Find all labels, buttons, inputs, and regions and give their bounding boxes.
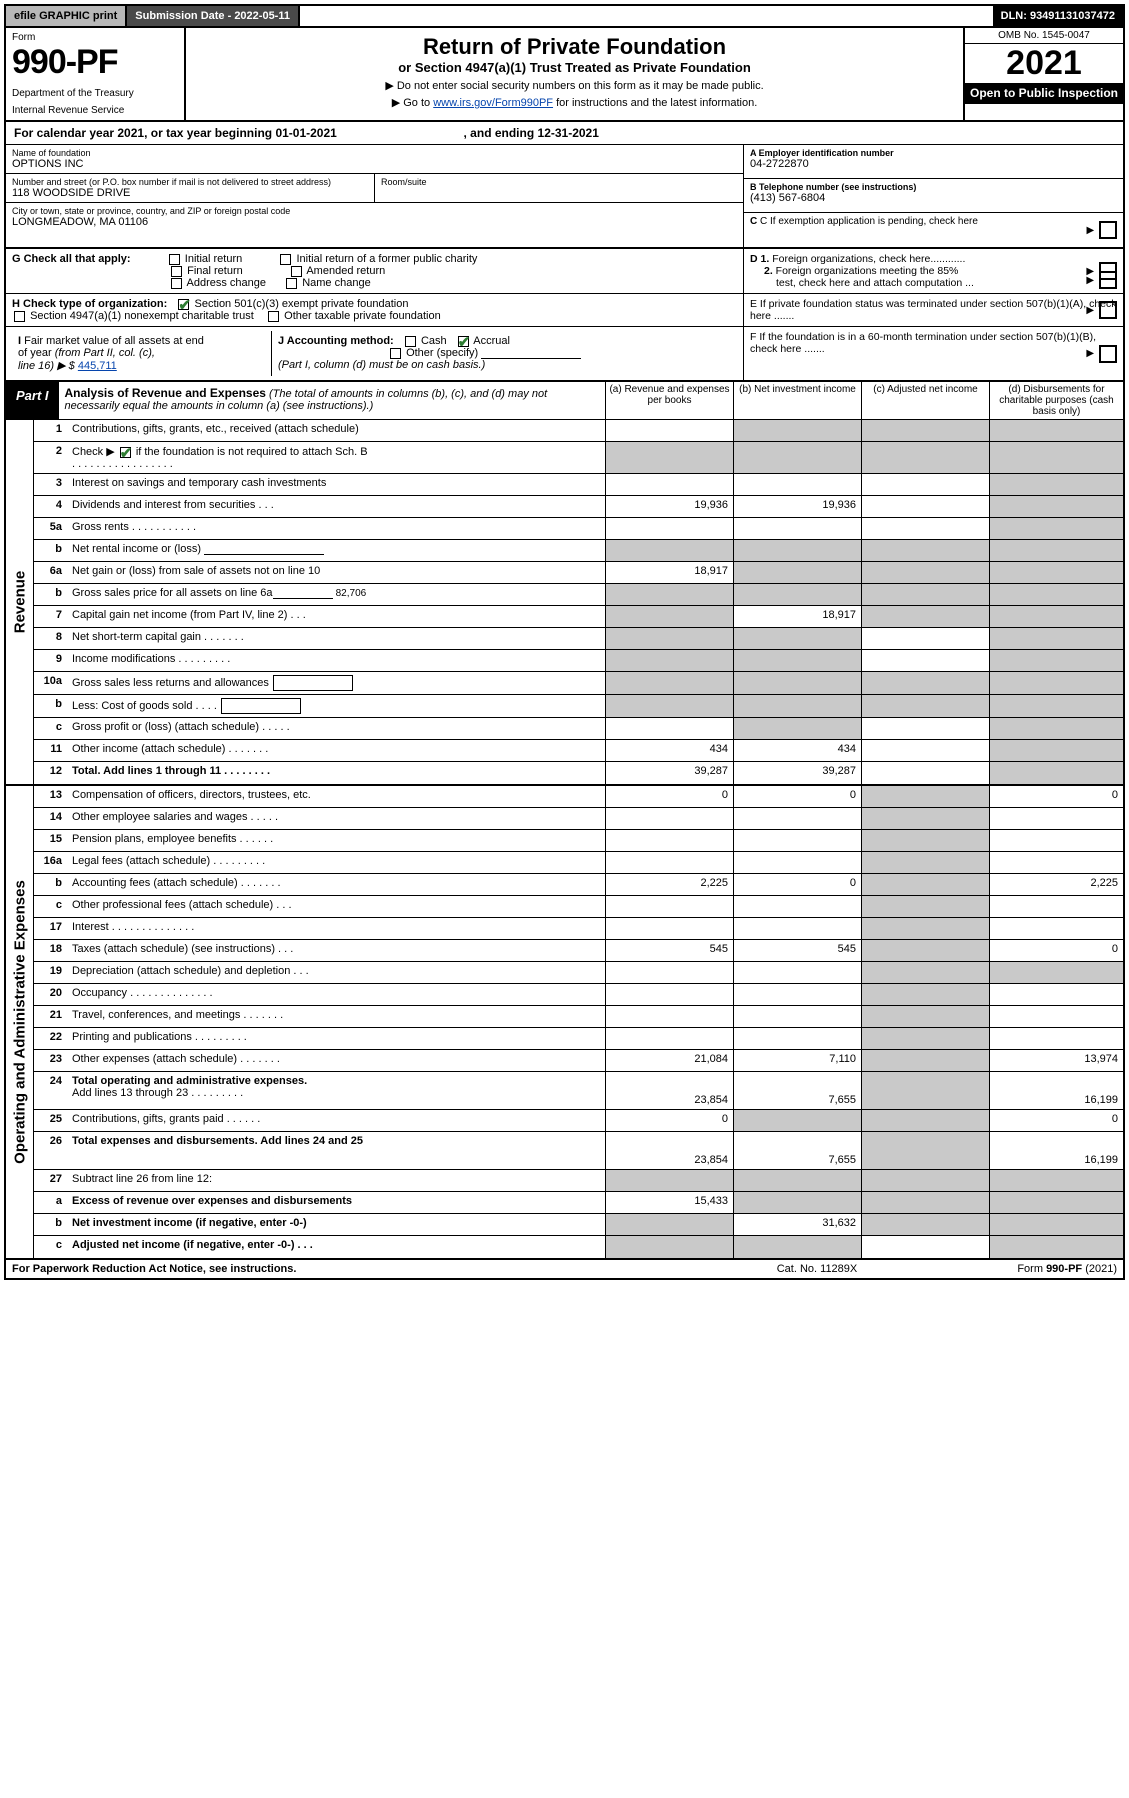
dept-treasury: Department of the Treasury xyxy=(12,88,178,99)
f-cell: F If the foundation is in a 60-month ter… xyxy=(743,327,1123,380)
fmv-cell: I Fair market value of all assets at end… xyxy=(12,331,272,376)
h-row: H Check type of organization: Section 50… xyxy=(6,294,1123,327)
address-change-checkbox[interactable] xyxy=(171,278,182,289)
cat-number: Cat. No. 11289X xyxy=(717,1263,917,1275)
part-1-header: Part I Analysis of Revenue and Expenses … xyxy=(6,380,1123,420)
revenue-table: Revenue 1Contributions, gifts, grants, e… xyxy=(6,420,1123,786)
revenue-sidelabel: Revenue xyxy=(11,571,28,634)
line-2-desc: Check ▶ if the foundation is not require… xyxy=(68,442,605,473)
paperwork-notice: For Paperwork Reduction Act Notice, see … xyxy=(12,1263,717,1275)
form990pf-link[interactable]: www.irs.gov/Form990PF xyxy=(433,97,553,109)
calendar-year-row: For calendar year 2021, or tax year begi… xyxy=(6,122,1123,145)
entity-block: Name of foundation OPTIONS INC Number an… xyxy=(6,145,1123,249)
fmv-amount: 445,711 xyxy=(78,360,117,372)
form-id-footer: Form 990-PF (2021) xyxy=(917,1263,1117,1275)
part-number: Part I xyxy=(6,382,59,419)
expenses-sidelabel: Operating and Administrative Expenses xyxy=(11,880,28,1164)
col-d-header: (d) Disbursements for charitable purpose… xyxy=(989,382,1123,419)
col-a-header: (a) Revenue and expenses per books xyxy=(605,382,733,419)
initial-return-checkbox[interactable] xyxy=(169,254,180,265)
ein-cell: A Employer identification number 04-2722… xyxy=(744,145,1123,179)
accrual-checkbox[interactable] xyxy=(458,336,469,347)
termination-a-checkbox[interactable] xyxy=(1099,301,1117,319)
page-footer: For Paperwork Reduction Act Notice, see … xyxy=(6,1260,1123,1278)
exemption-pending-cell: C C If exemption application is pending,… xyxy=(744,213,1123,247)
part-title-cell: Analysis of Revenue and Expenses (The to… xyxy=(59,382,605,419)
address-cell: Number and street (or P.O. box number if… xyxy=(6,174,374,203)
expenses-table: Operating and Administrative Expenses 13… xyxy=(6,786,1123,1260)
instr-link: ▶ Go to www.irs.gov/Form990PF for instru… xyxy=(194,96,955,109)
name-change-checkbox[interactable] xyxy=(286,278,297,289)
dln-label: DLN: 93491131037472 xyxy=(993,6,1123,26)
e-cell: E If private foundation status was termi… xyxy=(743,294,1123,326)
foreign-85-checkbox[interactable] xyxy=(1099,271,1117,289)
form-subtitle: or Section 4947(a)(1) Trust Treated as P… xyxy=(194,60,955,75)
termination-b-checkbox[interactable] xyxy=(1099,345,1117,363)
final-return-checkbox[interactable] xyxy=(171,266,182,277)
d-cell: D 1. D 1. Foreign organizations, check h… xyxy=(743,249,1123,293)
submission-date: Submission Date - 2022-05-11 xyxy=(127,6,300,26)
city-cell: City or town, state or province, country… xyxy=(6,203,743,231)
dept-irs: Internal Revenue Service xyxy=(12,105,178,116)
form-number: 990-PF xyxy=(12,43,178,82)
exemption-checkbox[interactable] xyxy=(1099,221,1117,239)
ij-row: I Fair market value of all assets at end… xyxy=(6,327,1123,380)
phone-cell: B Telephone number (see instructions) (4… xyxy=(744,179,1123,213)
col-b-header: (b) Net investment income xyxy=(733,382,861,419)
4947a1-checkbox[interactable] xyxy=(14,311,25,322)
g-row: G Check all that apply: Initial return I… xyxy=(6,249,1123,294)
efile-label[interactable]: efile GRAPHIC print xyxy=(6,6,127,26)
suite-cell: Room/suite xyxy=(374,174,743,203)
other-taxable-checkbox[interactable] xyxy=(268,311,279,322)
omb-number: OMB No. 1545-0047 xyxy=(965,28,1123,44)
sch-b-checkbox[interactable] xyxy=(120,447,131,458)
cash-checkbox[interactable] xyxy=(405,336,416,347)
col-c-header: (c) Adjusted net income xyxy=(861,382,989,419)
open-inspection: Open to Public Inspection xyxy=(965,83,1123,104)
form-header: Form 990-PF Department of the Treasury I… xyxy=(6,28,1123,122)
form-title: Return of Private Foundation xyxy=(194,34,955,60)
foundation-name-cell: Name of foundation OPTIONS INC xyxy=(6,145,743,174)
former-charity-checkbox[interactable] xyxy=(280,254,291,265)
form-word: Form xyxy=(12,32,178,43)
501c3-checkbox[interactable] xyxy=(178,299,189,310)
amended-return-checkbox[interactable] xyxy=(291,266,302,277)
other-method-checkbox[interactable] xyxy=(390,348,401,359)
top-bar: efile GRAPHIC print Submission Date - 20… xyxy=(6,6,1123,28)
accounting-method-cell: J Accounting method: Cash Accrual Other … xyxy=(272,331,737,376)
tax-year: 2021 xyxy=(965,44,1123,83)
instr-ssn: ▶ Do not enter social security numbers o… xyxy=(194,79,955,92)
